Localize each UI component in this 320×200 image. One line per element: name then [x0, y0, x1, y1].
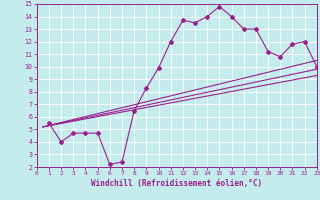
- X-axis label: Windchill (Refroidissement éolien,°C): Windchill (Refroidissement éolien,°C): [91, 179, 262, 188]
